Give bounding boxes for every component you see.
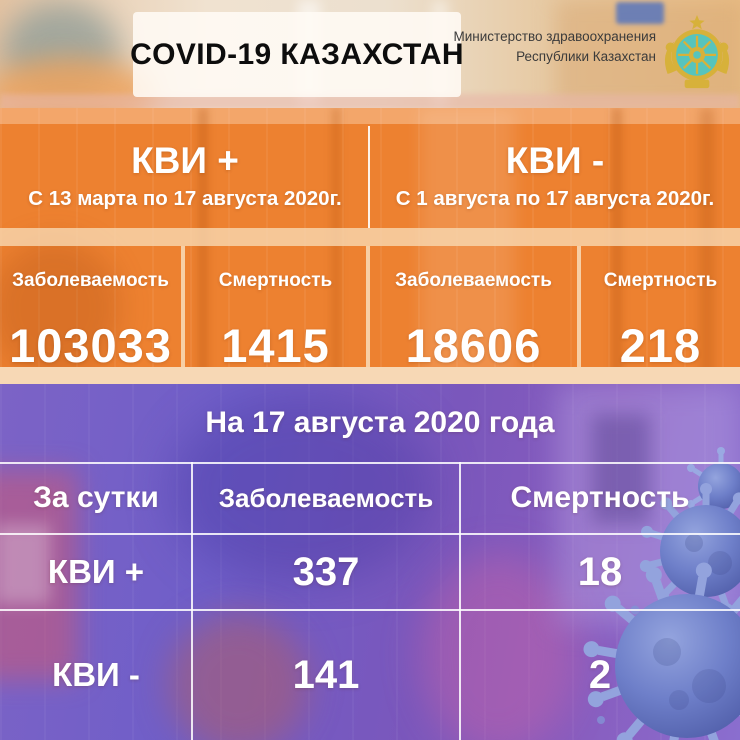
stat-card-cases-negative: Заболеваемость 18606	[370, 246, 577, 384]
column-divider	[368, 126, 370, 228]
ministry-name: Министерство здравоохранения Республики …	[356, 27, 657, 66]
photo-streak	[612, 108, 622, 384]
table-line	[459, 462, 461, 740]
column-header-deaths: Смертность	[460, 463, 740, 533]
kvi-plus-period: С 13 марта по 17 августа 2020г.	[28, 186, 342, 210]
cases-value: 337	[292, 549, 360, 594]
stat-label: Смертность	[218, 270, 333, 291]
stat-card-cases-total: Заболеваемость 103033	[0, 246, 181, 384]
table-row-kvi-plus-deaths: 18	[460, 534, 740, 610]
photo-texture	[0, 108, 740, 384]
photo-streak	[198, 108, 208, 384]
cases-value: 141	[292, 652, 360, 697]
kvi-plus-label: КВИ +	[131, 139, 239, 181]
kvi-plus-header: КВИ + С 13 марта по 17 августа 2020г.	[0, 124, 370, 228]
kvi-minus-period: С 1 августа по 17 августа 2020г.	[395, 186, 715, 210]
stat-gap	[366, 246, 370, 384]
column-header-label: Заболеваемость	[218, 482, 434, 513]
table-row-kvi-minus-label: КВИ -	[0, 610, 192, 740]
table-row-kvi-minus-deaths: 2	[460, 610, 740, 740]
daily-section: На 17 августа 2020 года За сутки Заболев…	[0, 384, 740, 740]
column-header-cases: Заболеваемость	[192, 463, 460, 533]
row-label: КВИ -	[52, 656, 140, 693]
stat-gap	[577, 246, 581, 384]
section-separator-band	[0, 367, 740, 384]
header-section: COVID-19 КАЗАХСТАН Министерство здравоох…	[0, 0, 740, 108]
row-label: КВИ +	[47, 553, 145, 590]
photo-streak	[420, 108, 515, 384]
cumulative-stats-row: Заболеваемость 103033 Смертность 1415 За…	[0, 246, 740, 384]
deaths-value: 2	[588, 652, 612, 697]
photo-blur-ambulance	[0, 470, 78, 680]
photo-blur-pink	[420, 554, 575, 740]
column-header-period: За сутки	[0, 463, 192, 533]
table-row-kvi-plus-label: КВИ +	[0, 534, 192, 610]
photo-streak	[332, 108, 340, 384]
separator-band	[0, 228, 740, 246]
title-panel: COVID-19 КАЗАХСТАН	[130, 12, 464, 97]
kazakhstan-emblem-icon	[659, 13, 735, 93]
photo-blur-doorframe	[592, 414, 650, 524]
light-strip	[0, 108, 740, 124]
table-row-kvi-plus-cases: 337	[192, 534, 460, 610]
photo-streak	[700, 108, 714, 384]
table-line	[0, 462, 740, 464]
coronavirus-icon	[583, 447, 740, 740]
photo-blur-medics	[170, 394, 435, 584]
cumulative-section: КВИ + С 13 марта по 17 августа 2020г. КВ…	[0, 108, 740, 384]
table-line	[0, 609, 740, 611]
stat-label: Заболеваемость	[12, 270, 169, 291]
column-header-label: Смертность	[510, 481, 690, 514]
stat-value: 18606	[405, 319, 542, 372]
stat-value: 1415	[221, 319, 330, 372]
ministry-line1: Министерство здравоохранения	[453, 29, 657, 44]
table-line	[0, 533, 740, 535]
stat-gap	[181, 246, 185, 384]
table-line	[191, 462, 193, 740]
stat-value: 103033	[9, 319, 172, 372]
page-title: COVID-19 КАЗАХСТАН	[130, 37, 464, 71]
photo-blue-sign	[616, 2, 664, 24]
table-row-kvi-minus-cases: 141	[192, 610, 460, 740]
column-header-label: За сутки	[33, 481, 159, 514]
stat-value: 218	[619, 319, 702, 372]
daily-title: На 17 августа 2020 года	[205, 406, 555, 439]
stat-card-deaths-total: Смертность 1415	[185, 246, 366, 384]
photo-strip	[0, 94, 740, 108]
stat-label: Смертность	[603, 270, 718, 291]
daily-title-row: На 17 августа 2020 года	[0, 384, 740, 462]
kvi-minus-label: КВИ -	[505, 139, 605, 181]
deaths-value: 18	[577, 549, 623, 594]
stat-label: Заболеваемость	[395, 270, 552, 291]
stat-card-deaths-negative: Смертность 218	[581, 246, 740, 384]
ministry-line2: Республики Казахстан	[516, 48, 656, 64]
kvi-minus-header: КВИ - С 1 августа по 17 августа 2020г.	[370, 124, 740, 228]
photo-blur-person	[0, 238, 120, 378]
photo-blur-ambulance-white	[0, 524, 50, 604]
